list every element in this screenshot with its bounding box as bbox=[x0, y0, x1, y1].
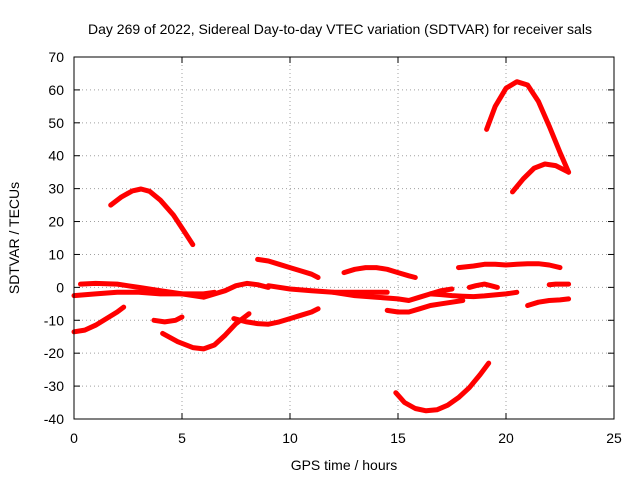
series-arc-12 bbox=[384, 298, 466, 315]
grid-lines bbox=[74, 57, 614, 419]
x-tick-label: 20 bbox=[498, 430, 514, 446]
x-tick-label: 10 bbox=[282, 430, 298, 446]
series-arc-15 bbox=[456, 261, 563, 271]
y-tick-label: 40 bbox=[48, 148, 64, 164]
y-tick-label: 30 bbox=[48, 181, 64, 197]
y-tick-label: 10 bbox=[48, 246, 64, 262]
x-tick-label: 0 bbox=[70, 430, 78, 446]
x-tick-label: 25 bbox=[606, 430, 622, 446]
y-axis-label: SDTVAR / TECUs bbox=[6, 182, 22, 294]
series-arc-8 bbox=[255, 256, 321, 280]
series-arc-9 bbox=[265, 283, 390, 295]
series-arc-7 bbox=[231, 306, 321, 327]
series-arc-18 bbox=[510, 161, 572, 195]
y-tick-label: 0 bbox=[56, 279, 64, 295]
series-arc-20 bbox=[546, 281, 572, 288]
x-axis-label: GPS time / hours bbox=[291, 457, 398, 473]
series-arc-10 bbox=[341, 265, 418, 280]
x-tick-label: 15 bbox=[390, 430, 406, 446]
series-arc-11 bbox=[330, 286, 455, 303]
axis-ticks: 0 5 10 15 20 25 -40 -30 -20 -10 0 10 20 30 40 50 60 70 bbox=[44, 49, 622, 446]
series-arc-16 bbox=[466, 281, 500, 290]
series-arc-19 bbox=[525, 296, 572, 308]
y-tick-label: 20 bbox=[48, 214, 64, 230]
series-arc-4 bbox=[71, 289, 217, 299]
y-tick-label: 50 bbox=[48, 115, 64, 131]
series-arc-17 bbox=[484, 79, 572, 175]
y-tick-label: -40 bbox=[44, 411, 64, 427]
plot-frame bbox=[73, 56, 615, 420]
series-arc-13 bbox=[393, 360, 492, 414]
series-arc-1 bbox=[108, 186, 196, 248]
series-arc-2 bbox=[71, 304, 127, 335]
chart-title: Day 269 of 2022, Sidereal Day-to-day VTE… bbox=[88, 21, 592, 37]
series-arc-5 bbox=[151, 314, 185, 325]
series-arc-14 bbox=[427, 289, 520, 300]
y-tick-label: -30 bbox=[44, 378, 64, 394]
y-tick-label: -20 bbox=[44, 345, 64, 361]
y-tick-label: -10 bbox=[44, 312, 64, 328]
x-tick-label: 5 bbox=[178, 430, 186, 446]
y-tick-label: 60 bbox=[48, 82, 64, 98]
y-tick-label: 70 bbox=[48, 49, 64, 65]
series-arc-6 bbox=[160, 311, 252, 352]
series-layer bbox=[71, 79, 572, 414]
